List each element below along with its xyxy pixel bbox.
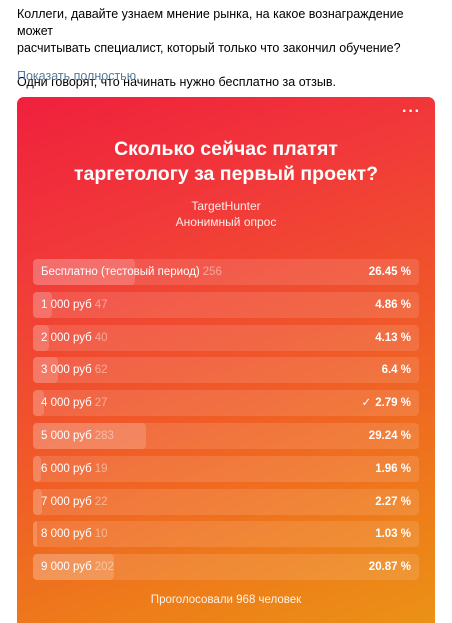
poll-option-label: 5 000 руб: [41, 429, 92, 442]
poll-option-percent: 1.96 %: [375, 462, 411, 475]
poll-option[interactable]: 6 000 руб 19 1.96 %: [33, 455, 419, 482]
check-icon: ✓: [361, 397, 372, 410]
poll-option-count: 283: [94, 429, 114, 442]
poll-option-fill: [33, 390, 44, 417]
poll-option[interactable]: 2 000 руб 40 4.13 %: [33, 324, 419, 351]
poll-option-count: 47: [94, 298, 108, 311]
poll-title: Сколько сейчас платят таргетологу за пер…: [17, 137, 435, 187]
poll-option-percent: 29.24 %: [368, 429, 411, 442]
poll-option-percent: 4.13 %: [375, 331, 411, 344]
poll-option-count: 27: [94, 397, 108, 410]
poll-option[interactable]: Бесплатно (тестовый период) 256 26.45 %: [33, 259, 419, 285]
poll-option-label: 9 000 руб: [41, 561, 92, 574]
poll-option-fill: [33, 488, 42, 515]
poll-option[interactable]: 8 000 руб 10 1.03 %: [33, 521, 419, 548]
poll-option-fill: [33, 324, 49, 351]
poll-option-fill: [33, 521, 37, 548]
poll-title-line: Сколько сейчас платят: [114, 138, 338, 160]
show-more-link[interactable]: Показать полностью...: [17, 69, 147, 83]
post-text-line: Одни говорят, что начинать нужно бесплат…: [17, 75, 336, 89]
post-text: Коллеги, давайте узнаем мнение рынка, на…: [17, 6, 437, 91]
poll-option-label: 1 000 руб: [41, 298, 92, 311]
poll-option-count: 19: [94, 462, 108, 475]
more-horizontal-icon[interactable]: ···: [402, 103, 421, 120]
poll-option-percent: 20.87 %: [368, 561, 411, 574]
poll-option-percent: 2.27 %: [375, 495, 411, 508]
poll-total-votes[interactable]: Проголосовали 968 человек: [150, 594, 302, 606]
poll-option-count: 202: [94, 561, 114, 574]
poll-option-fill: [33, 357, 58, 384]
poll-option[interactable]: 4 000 руб 27 ✓ 2.79 %: [33, 390, 419, 417]
poll-option-count: 22: [94, 495, 108, 508]
poll-option-percent: 1.03 %: [375, 528, 411, 541]
poll-option[interactable]: 3 000 руб 62 6.4 %: [33, 357, 419, 384]
poll-option-percent: 6.4 %: [381, 364, 411, 377]
poll-title-line: таргетологу за первый проект?: [73, 163, 379, 185]
poll-card: ··· Сколько сейчас платят таргетологу за…: [17, 97, 435, 623]
poll-option-percent: 2.79 %: [375, 397, 411, 410]
poll-option-fill: [33, 554, 114, 581]
poll-author[interactable]: TargetHunter: [191, 199, 261, 213]
poll-option[interactable]: 5 000 руб 283 29.24 %: [33, 422, 419, 449]
poll-option[interactable]: 1 000 руб 47 4.86 %: [33, 291, 419, 318]
post-text-line: расчитывать специалист, который только ч…: [17, 41, 401, 55]
poll-option-label: 3 000 руб: [41, 364, 92, 377]
poll-option-label: 7 000 руб: [41, 495, 92, 508]
poll-option-percent: 4.86 %: [375, 298, 411, 311]
poll-option-count: 40: [94, 331, 108, 344]
poll-option-fill: [33, 422, 146, 449]
poll-option-label: 8 000 руб: [41, 528, 92, 541]
poll-option-label: 4 000 руб: [41, 397, 92, 410]
poll-option[interactable]: 7 000 руб 22 2.27 %: [33, 488, 419, 515]
poll-option-fill: [33, 455, 41, 482]
poll-option[interactable]: 9 000 руб 202 20.87 %: [33, 554, 419, 581]
poll-option-fill: [33, 291, 52, 318]
poll-option-label: 6 000 руб: [41, 462, 92, 475]
post-text-line: Коллеги, давайте узнаем мнение рынка, на…: [17, 7, 404, 38]
poll-option-percent: 26.45 %: [368, 266, 411, 278]
poll-type: Анонимный опрос: [175, 215, 277, 229]
poll-option-label: 2 000 руб: [41, 331, 92, 344]
poll-option-fill: [33, 259, 136, 285]
poll-option-count: 10: [94, 528, 108, 541]
poll-option-count: 62: [94, 364, 108, 377]
poll-option-count: 256: [202, 266, 222, 278]
poll-option-label: Бесплатно (тестовый период): [41, 266, 200, 278]
poll-options: Бесплатно (тестовый период) 256 26.45 % 1…: [33, 259, 419, 587]
